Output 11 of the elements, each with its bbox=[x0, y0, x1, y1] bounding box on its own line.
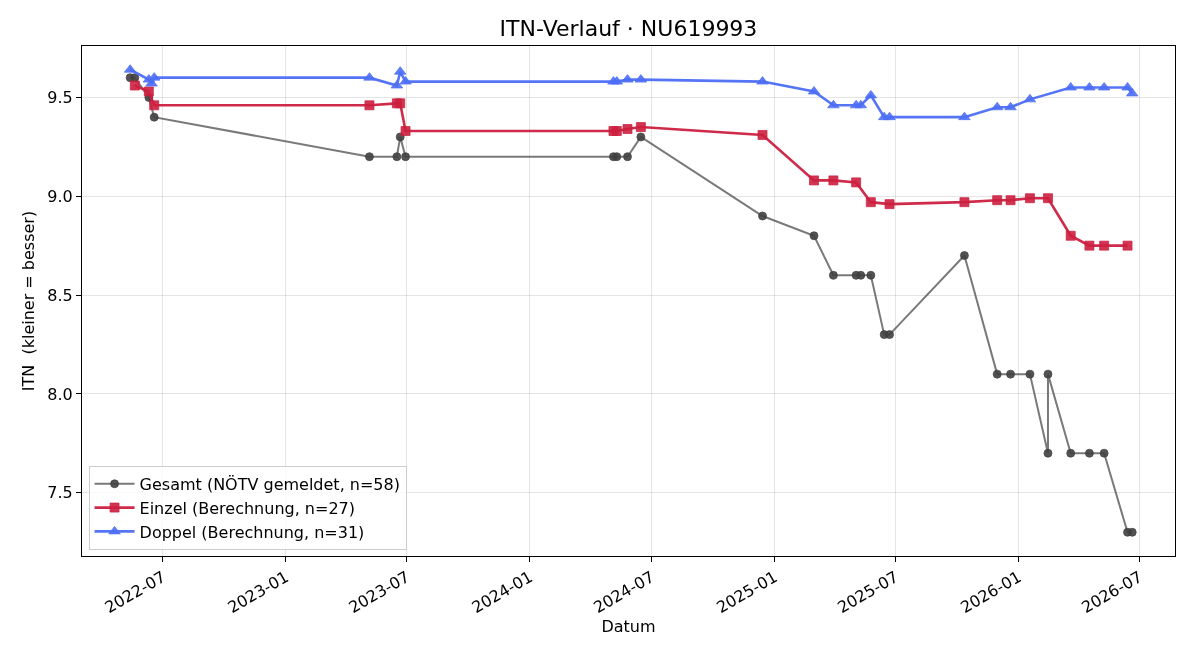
y-tick-label: 8.0 bbox=[47, 384, 73, 404]
y-axis-title: ITN (kleiner = besser) bbox=[19, 210, 39, 392]
legend-label: Einzel (Berechnung, n=27) bbox=[139, 498, 355, 518]
chart-title: ITN-Verlauf · NU619993 bbox=[499, 15, 758, 41]
y-tick-label: 7.5 bbox=[47, 483, 73, 503]
y-tick-label: 9.0 bbox=[47, 186, 73, 206]
legend-label: Gesamt (NÖTV gemeldet, n=58) bbox=[139, 475, 400, 495]
y-tick-label: 8.5 bbox=[47, 285, 73, 305]
x-axis-title: Datum bbox=[601, 617, 656, 637]
legend-label: Doppel (Berechnung, n=31) bbox=[139, 522, 365, 542]
y-tick-label: 9.5 bbox=[47, 88, 73, 107]
